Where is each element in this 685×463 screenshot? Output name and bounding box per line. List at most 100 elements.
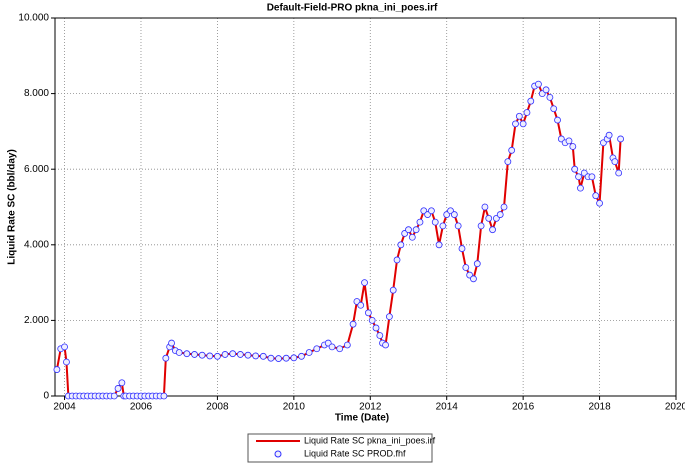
data-point [229,350,237,358]
data-point [527,97,535,105]
data-point [546,93,554,101]
data-point [114,385,122,392]
data-point [372,324,380,332]
data-point [554,116,561,124]
data-point [290,354,298,362]
y-tick-label: 4.000 [24,239,49,250]
data-point [336,345,344,353]
data-point [168,339,175,347]
data-point [357,301,365,309]
data-point [519,120,527,128]
data-point [615,169,623,177]
data-point [496,211,504,218]
data-point [435,241,443,249]
data-point [550,105,558,113]
data-point [385,313,393,321]
x-tick-label: 2012 [359,402,382,413]
x-tick-label: 2020 [665,402,685,413]
data-point [275,355,282,362]
data-point [485,214,493,222]
data-point [162,354,170,362]
data-point [462,264,470,271]
data-point [450,211,458,218]
data-point [408,233,416,241]
data-point [416,218,424,226]
data-point [305,349,313,356]
data-point [611,158,619,166]
y-tick-label: 10.000 [18,13,49,24]
data-point [61,343,68,351]
data-point [508,146,516,154]
x-tick-label: 2004 [53,402,76,413]
data-point [431,218,439,226]
x-axis-label: Time (Date) [335,413,389,424]
data-point [53,366,61,373]
data-point [236,351,244,358]
y-tick-label: 8.000 [24,88,49,99]
data-point [596,199,603,207]
data-point [198,351,206,359]
x-tick-label: 2010 [283,402,306,413]
data-point [412,226,420,234]
data-point [405,226,412,234]
data-point [565,137,573,145]
data-point [523,109,531,116]
data-point [361,279,368,287]
data-point [368,316,376,324]
data-point [389,286,397,294]
x-tick-label: 2018 [588,402,611,413]
data-point [110,392,118,400]
data-point [439,222,447,230]
data-point [183,350,191,358]
data-point [481,203,489,211]
data-point [221,351,229,358]
chart-title: Default-Field-PRO pkna_ini_poes.irf [267,3,438,14]
legend-label: Liquid Rate SC pkna_ini_poes.irf [304,435,436,445]
data-point [397,241,405,249]
data-point [382,341,389,349]
data-point [364,309,372,317]
data-point [259,352,267,360]
data-point [244,351,252,359]
data-point [504,158,512,166]
y-tick-label: 0 [43,391,49,402]
data-point [175,349,183,356]
data-point [313,345,321,353]
data-point [535,80,542,88]
y-tick-label: 6.000 [24,164,49,175]
x-tick-label: 2016 [512,402,535,413]
y-axis-label: Liquid Rate SC (bbl/day) [7,149,18,265]
data-point [512,120,519,128]
data-point [470,275,477,283]
data-point [393,256,401,264]
data-point [252,352,260,360]
data-point [605,131,613,139]
data-point [191,351,198,358]
data-point [160,392,168,400]
data-point [118,379,126,387]
data-point [569,143,577,150]
data-point [500,203,508,211]
data-point [477,222,485,230]
data-point [575,173,582,181]
data-point [458,245,466,252]
data-point [206,352,214,360]
data-point [376,332,384,339]
data-point [298,352,305,360]
data-point [515,112,523,120]
data-point [473,260,481,268]
y-tick-label: 2.000 [24,315,49,326]
legend-swatch [274,450,282,458]
data-point [592,192,600,200]
data-point [282,354,290,362]
data-point [489,226,496,234]
data-point [588,173,596,181]
data-point [328,343,336,351]
data-point [577,184,584,192]
legend-label: Liquid Rate SC PROD.fhf [304,448,406,458]
data-point [343,341,351,349]
x-tick-label: 2006 [130,402,153,413]
x-tick-label: 2014 [436,402,459,413]
data-point [267,354,275,362]
